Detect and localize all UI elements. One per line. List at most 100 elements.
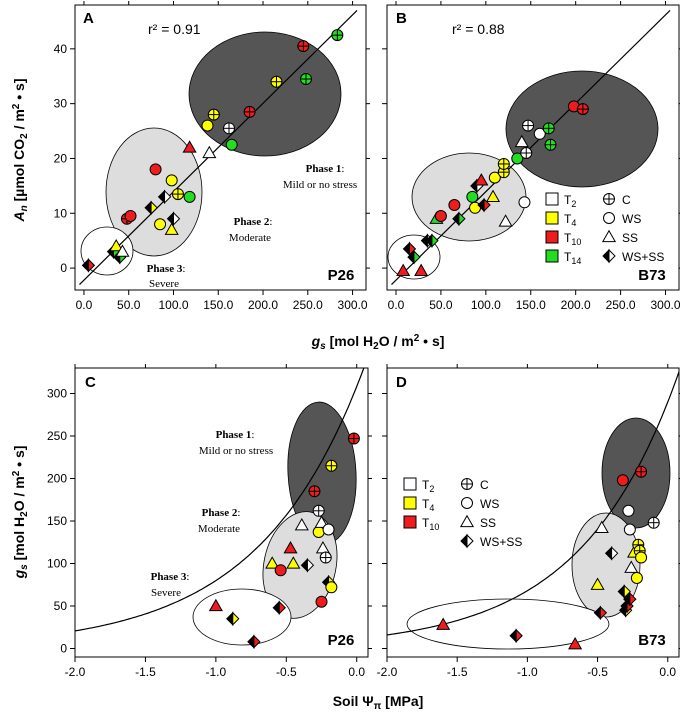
x-tick-label: -0.5 (587, 665, 608, 679)
legend-swatch (545, 230, 559, 244)
regression-line (391, 10, 671, 285)
legend-label: WS+SS (622, 250, 664, 264)
phase2-label: Phase 2: (234, 216, 273, 228)
x-tick-label: 0.0 (76, 298, 93, 312)
data-point (300, 72, 313, 85)
phase2-desc: Moderate (198, 523, 240, 535)
data-point (448, 199, 461, 212)
top-y-axis-title: An [µmol CO2 / m2 • s] (11, 78, 30, 222)
y-tick-label: 100 (47, 557, 67, 571)
data-point (466, 190, 479, 203)
data-point (624, 560, 639, 573)
legend-entry-t4: T4 (545, 211, 576, 228)
data-point (522, 119, 535, 132)
data-point (436, 617, 451, 630)
x-tick-label: 50.0 (117, 298, 141, 312)
data-point (509, 628, 523, 643)
x-tick-label: -1.5 (447, 665, 468, 679)
x-tick-label: 150.0 (203, 298, 233, 312)
data-point (542, 122, 555, 135)
legend-label: T2 (422, 478, 434, 494)
data-point (594, 520, 609, 533)
svg-text:gs [mol H2O / m2 • s]: gs [mol H2O / m2 • s] (11, 446, 30, 580)
legend-label: T4 (422, 497, 434, 513)
legend-label: T2 (564, 193, 576, 209)
data-point (300, 557, 315, 573)
data-point (115, 244, 130, 257)
legend-label: SS (480, 516, 496, 530)
phase1-desc: Mild or no stress (199, 445, 273, 457)
data-point (325, 581, 338, 594)
data-points (81, 29, 344, 273)
x-tick-label: 200.0 (248, 298, 278, 312)
legend: T2 T4 T10 T14 C WS SS WS+SS (545, 192, 664, 266)
data-point (109, 238, 124, 252)
x-tick-label: 300.0 (651, 298, 680, 312)
data-point (314, 515, 329, 528)
legend-label: T10 (564, 231, 581, 247)
phase1-title: Phase 1 (216, 429, 252, 441)
data-point (544, 138, 557, 151)
x-tick-label: -0.5 (276, 665, 297, 679)
phase2-title: Phase 2 (234, 216, 270, 228)
panel-b: 0.0 50.0 100.0 150.0 200.0 250.0 300.0 B r² = … (382, 1, 680, 312)
data-point (518, 196, 531, 209)
data-point (477, 197, 491, 213)
data-point (270, 75, 283, 88)
data-point (488, 171, 501, 184)
fit-curve (75, 368, 365, 632)
data-point (202, 145, 217, 159)
legend-swatch (403, 477, 417, 491)
data-point (616, 474, 629, 487)
legend-entry-c: C (603, 193, 631, 207)
data-point (497, 157, 510, 170)
data-point (283, 540, 298, 554)
y-tick-label: 40 (54, 42, 68, 56)
phase1-label: Phase 1: (216, 429, 255, 441)
x-tick-label: 250.0 (293, 298, 323, 312)
data-point (590, 577, 605, 590)
data-point (434, 210, 447, 223)
genotype-label: B73 (638, 267, 666, 284)
legend-label: C (622, 193, 631, 207)
phase1-region (505, 70, 659, 188)
data-point (171, 188, 184, 201)
data-point (407, 249, 421, 265)
phase1-title: Phase 1 (306, 163, 342, 175)
data-point (149, 163, 162, 176)
svg-text:Soil Ψπ [MPa]: Soil Ψπ [MPa] (333, 693, 424, 712)
data-points (208, 432, 360, 649)
legend-entry-t2: T2 (403, 477, 434, 494)
fit-line (391, 10, 671, 285)
data-point (601, 229, 617, 243)
axis-ticks: 0.0 50.0 100.0 150.0 200.0 250.0 300.0 0 10 20 30 4… (54, 1, 370, 312)
data-point (164, 222, 179, 235)
data-point (623, 591, 637, 607)
y-tick-label: 250 (47, 429, 67, 443)
fit-curve-path (75, 368, 365, 632)
phase2-label: Phase 2: (202, 507, 241, 519)
legend-swatch (545, 192, 559, 206)
data-points (396, 100, 589, 276)
x-tick-label: -1.5 (135, 665, 156, 679)
data-point (459, 514, 475, 528)
data-point (452, 211, 466, 226)
data-point (520, 146, 533, 159)
data-point (414, 263, 429, 276)
data-point (602, 248, 616, 264)
data-point (635, 465, 648, 478)
phase3-desc: Severe (149, 278, 179, 290)
x-tick-label: 100.0 (471, 298, 501, 312)
legend-entry-t2: T2 (545, 192, 576, 209)
fit-curve (387, 371, 679, 636)
x-tick-label: -2.0 (377, 665, 398, 679)
data-point (623, 523, 636, 536)
y-tick-label: 300 (47, 387, 67, 401)
legend-label: WS (480, 497, 499, 511)
svg-text:gs [mol H2O / m2 • s]: gs [mol H2O / m2 • s] (311, 333, 445, 352)
x-tick-label: 0.0 (348, 665, 365, 679)
data-point (297, 40, 310, 53)
data-point (325, 459, 338, 472)
data-point (322, 523, 335, 536)
axis-ticks: -2.0 -1.5 -1.0 -0.5 0.0 (377, 364, 680, 679)
